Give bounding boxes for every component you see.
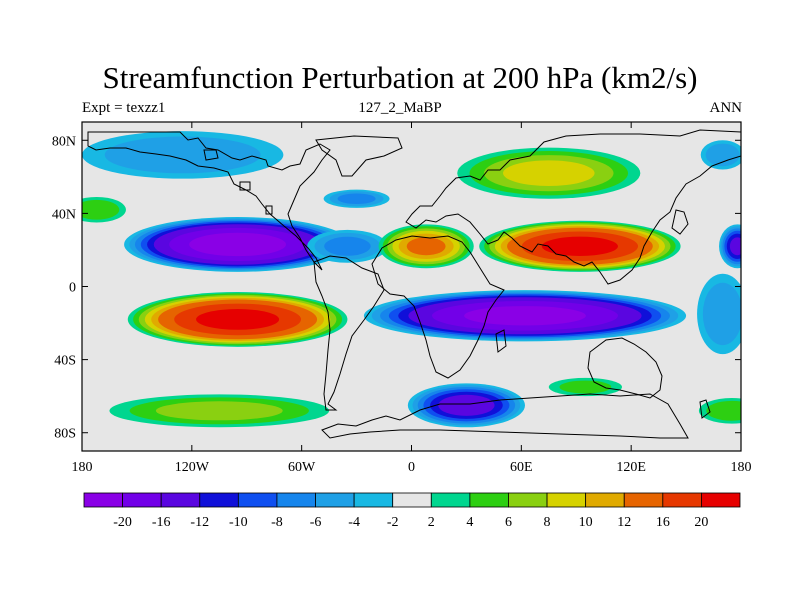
lon-tick-label: 0 <box>408 460 415 475</box>
colorbar-swatch <box>430 492 471 508</box>
coastline-australia <box>587 337 663 399</box>
feature-west-pacific-low-edge <box>697 273 741 355</box>
feature-asia-high <box>479 220 681 272</box>
coastline-new-zealand <box>699 399 711 419</box>
colorbar-label: 6 <box>505 515 512 530</box>
colorbar-label: -4 <box>348 515 360 530</box>
season-label: ANN <box>709 100 743 116</box>
feature-eurasia-high <box>457 147 641 199</box>
colorbar: -20 -16 -12 -10 -8 -6 -4 -2 2 4 6 8 10 12 16 20 <box>83 492 741 530</box>
coastline-africa <box>371 235 505 379</box>
map-title: Streamfunction Perturbation at 200 hPa (… <box>102 60 698 95</box>
colorbar-swatch <box>353 492 394 508</box>
feature-southern-indian-ring-high <box>548 377 623 397</box>
colorbar-swatch <box>199 492 239 508</box>
colorbar-label: 10 <box>579 515 593 530</box>
colorbar-swatch <box>701 492 741 508</box>
colorbar-label: 8 <box>544 515 551 530</box>
contour-level <box>503 160 595 186</box>
experiment-label: Expt = texzz1 <box>82 100 166 116</box>
coastline-eurasia <box>405 129 741 285</box>
colorbar-swatch <box>508 492 548 508</box>
feature-africa-high <box>378 224 474 269</box>
lon-tick-label: 180 <box>731 460 752 475</box>
colorbar-label: -12 <box>190 515 209 530</box>
contour-level <box>189 232 286 257</box>
contour-level <box>706 400 741 421</box>
colorbar-label: 2 <box>428 515 435 530</box>
coastline-north-america <box>87 131 331 271</box>
feature-west-pacific-low <box>719 224 741 269</box>
colorbar-swatch <box>160 492 201 508</box>
colorbar-label: 12 <box>617 515 631 530</box>
contour-level <box>729 237 741 256</box>
lon-tick-label: 180 <box>72 460 93 475</box>
feature-dateline-west-high <box>82 196 126 223</box>
coastline-madagascar <box>495 329 507 353</box>
feature-southern-pacific-high <box>127 291 348 347</box>
contour-level <box>541 236 618 256</box>
contour-level <box>464 306 586 326</box>
colorbar-swatch <box>122 492 162 508</box>
coastline-canadian-islands <box>203 149 273 215</box>
colorbar-label: 16 <box>656 515 670 530</box>
lon-tick-label: 60E <box>510 460 533 475</box>
lon-tick-label: 120W <box>175 460 210 475</box>
coastline-antarctica <box>321 393 689 439</box>
colorbar-label: -6 <box>310 515 322 530</box>
lat-tick-label: 40S <box>54 354 76 369</box>
feature-north-pacific-east-low <box>700 140 741 170</box>
colorbar-swatch <box>623 492 664 508</box>
feature-southern-pacific-ring-high <box>109 394 330 428</box>
contour-level <box>196 309 280 330</box>
coastline-japan <box>671 209 689 235</box>
contour-level <box>104 136 261 174</box>
colorbar-swatch <box>315 492 355 508</box>
colorbar-swatch <box>237 492 278 508</box>
feature-north-pacific-low <box>82 131 284 179</box>
contour-level <box>702 282 741 346</box>
lon-tick-label: 60W <box>288 460 316 475</box>
contour-level <box>155 401 283 421</box>
lon-tick-label: 120E <box>616 460 646 475</box>
colorbar-label: 4 <box>466 515 473 530</box>
colorbar-label: -8 <box>271 515 283 530</box>
case-label: 127_2_MaBP <box>358 100 442 116</box>
colorbar-swatch <box>662 492 702 508</box>
colorbar-label: -2 <box>387 515 399 530</box>
lat-tick-label: 40N <box>52 207 76 222</box>
colorbar-swatch <box>392 492 432 508</box>
contour-level <box>324 236 371 256</box>
feature-southeast-pacific-high <box>698 397 741 424</box>
colorbar-label: 20 <box>694 515 708 530</box>
contour-level <box>82 199 120 220</box>
colorbar-swatch <box>276 492 316 508</box>
contour-level <box>705 143 740 167</box>
map-axes: 180 120W 60W 0 60E 120E 180 80N 40N 0 40S 80S <box>52 122 752 475</box>
colorbar-label: -20 <box>113 515 132 530</box>
feature-northern-subtropical-low-east <box>307 229 388 263</box>
coastline-greenland <box>315 135 403 177</box>
lat-tick-label: 80S <box>54 427 76 442</box>
feature-southern-indian-low <box>363 290 687 342</box>
coastlines <box>87 129 741 439</box>
contour-level <box>337 193 376 205</box>
contour-level <box>438 394 495 416</box>
feature-northern-subtropical-low <box>124 217 352 272</box>
lat-tick-label: 80N <box>52 134 76 149</box>
colorbar-swatch <box>585 492 625 508</box>
colorbar-swatch <box>469 492 509 508</box>
coastline-south-america <box>313 255 385 411</box>
contour-field <box>82 131 741 428</box>
colorbar-swatch <box>546 492 587 508</box>
contour-level <box>406 237 446 256</box>
colorbar-label: -10 <box>229 515 248 530</box>
lat-tick-label: 0 <box>69 281 76 296</box>
feature-north-atlantic-low <box>323 189 390 208</box>
colorbar-label: -16 <box>152 515 171 530</box>
colorbar-swatch <box>83 492 123 508</box>
feature-southern-atlantic-low <box>407 383 525 428</box>
